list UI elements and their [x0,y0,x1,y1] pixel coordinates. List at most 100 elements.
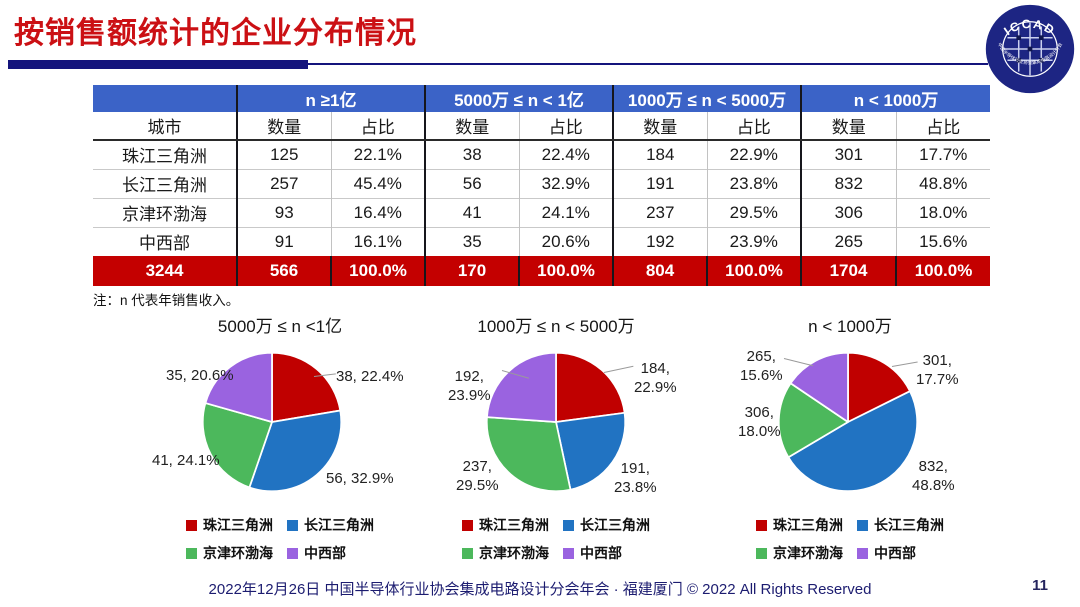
legend-item: 京津环渤海 [462,543,549,563]
value-cell: 91 [236,226,331,256]
legend-label: 长江三角洲 [304,517,374,533]
table-note: 注：n 代表年销售收入。 [93,293,240,308]
pie-title: 5000万 ≤ n <1亿 [217,317,343,336]
total-cell: 100.0% [330,256,425,286]
legend-swatch [563,519,574,531]
value-cell: 17.7% [895,139,991,169]
value-cell: 24.1% [518,197,613,227]
pie-label: 184, 22.9% [634,360,677,396]
legend-item: 珠江三角洲 [462,515,549,535]
page-number: 11 [1032,577,1048,594]
col-header-share: 占比 [895,112,991,141]
legend-label: 中西部 [580,545,622,561]
col-header-count: 数量 [612,112,707,141]
value-cell: 257 [236,168,331,198]
legend-label: 京津环渤海 [203,545,273,561]
group-header-empty [93,85,237,112]
legend-swatch [756,547,767,559]
legend-label: 京津环渤海 [773,545,843,561]
table-sub-header-row: 城市 数量 占比 数量 占比 数量 占比 数量 占比 [93,112,991,141]
value-cell: 265 [800,226,897,256]
total-cell: 3244 [93,256,237,286]
value-cell: 22.1% [330,139,425,169]
value-cell: 16.4% [330,197,425,227]
value-cell: 23.9% [706,226,802,256]
legend-item: 京津环渤海 [186,543,273,563]
value-cell: 18.0% [895,197,991,227]
pie-label: 265, 15.6% [740,348,783,384]
pie-legend: 珠江三角洲 长江三角洲 京津环渤海 中西部 [700,515,1000,563]
pie-label: 192, 23.9% [448,368,491,404]
pie-label: 41, 24.1% [152,452,220,469]
value-cell: 29.5% [706,197,802,227]
city-cell: 长江三角洲 [93,168,237,198]
value-cell: 15.6% [895,226,991,256]
legend-swatch [462,519,473,531]
value-cell: 22.4% [518,139,613,169]
pie-legend: 珠江三角洲 长江三角洲 京津环渤海 中西部 [130,515,430,563]
legend-label: 中西部 [874,545,916,561]
city-cell: 京津环渤海 [93,197,237,227]
col-header-count: 数量 [800,112,897,141]
table-row: 珠江三角洲 125 22.1% 38 22.4% 184 22.9% 301 1… [93,139,991,169]
value-cell: 32.9% [518,168,613,198]
value-cell: 192 [612,226,707,256]
value-cell: 306 [800,197,897,227]
pie-label: 191, 23.8% [614,460,657,496]
legend-item: 长江三角洲 [857,515,944,535]
pie-legend: 珠江三角洲 长江三角洲 京津环渤海 中西部 [406,515,706,563]
pie-title: n < 1000万 [808,317,892,336]
value-cell: 38 [424,139,519,169]
city-cell: 中西部 [93,226,237,256]
total-cell: 566 [236,256,331,286]
value-cell: 23.8% [706,168,802,198]
value-cell: 56 [424,168,519,198]
value-cell: 48.8% [895,168,991,198]
sales-distribution-table: n ≥1亿 5000万 ≤ n < 1亿 1000万 ≤ n < 5000万 n… [93,85,991,286]
title-divider-thick [8,60,308,69]
legend-item: 中西部 [857,543,916,563]
table-row: 中西部 91 16.1% 35 20.6% 192 23.9% 265 15.6… [93,226,991,256]
value-cell: 832 [800,168,897,198]
pie-label: 56, 32.9% [326,470,394,487]
value-cell: 184 [612,139,707,169]
pie-chart [200,350,344,494]
col-header-share: 占比 [706,112,802,141]
group-header-4: n < 1000万 [800,85,991,112]
legend-swatch [186,519,197,531]
value-cell: 93 [236,197,331,227]
page-title: 按销售额统计的企业分布情况 [14,17,417,50]
col-header-count: 数量 [236,112,331,141]
pie-panel-1000w-5000w: 1000万 ≤ n < 5000万 184, 22.9% 191, 23.8% … [406,312,706,574]
value-cell: 22.9% [706,139,802,169]
group-header-3: 1000万 ≤ n < 5000万 [611,85,802,112]
value-cell: 125 [236,139,331,169]
value-cell: 45.4% [330,168,425,198]
legend-swatch [563,547,574,559]
col-header-share: 占比 [518,112,613,141]
total-cell: 100.0% [705,256,802,286]
legend-label: 长江三角洲 [874,517,944,533]
iccad-logo: ICCAD 中国半导体行业协会集成电路设计分会 [985,4,1075,94]
footer-text: 2022年12月26日 中国半导体行业协会集成电路设计分会年会 · 福建厦门 ©… [208,581,872,598]
total-cell: 100.0% [895,256,991,286]
value-cell: 35 [424,226,519,256]
col-header-count: 数量 [424,112,519,141]
value-cell: 301 [800,139,897,169]
legend-swatch [287,519,298,531]
legend-label: 珠江三角洲 [203,517,273,533]
table-row: 长江三角洲 257 45.4% 56 32.9% 191 23.8% 832 4… [93,168,991,198]
pie-panel-5000w-1y: 5000万 ≤ n <1亿 38, 22.4% 56, 32.9% 41, 24… [130,312,430,574]
legend-label: 长江三角洲 [580,517,650,533]
legend-item: 中西部 [563,543,622,563]
pie-label: 306, 18.0% [738,404,781,440]
legend-label: 珠江三角洲 [479,517,549,533]
legend-label: 珠江三角洲 [773,517,843,533]
legend-swatch [287,547,298,559]
value-cell: 41 [424,197,519,227]
value-cell: 16.1% [330,226,425,256]
legend-label: 中西部 [304,545,346,561]
value-cell: 237 [612,197,707,227]
legend-swatch [857,547,868,559]
col-header-share: 占比 [330,112,425,141]
